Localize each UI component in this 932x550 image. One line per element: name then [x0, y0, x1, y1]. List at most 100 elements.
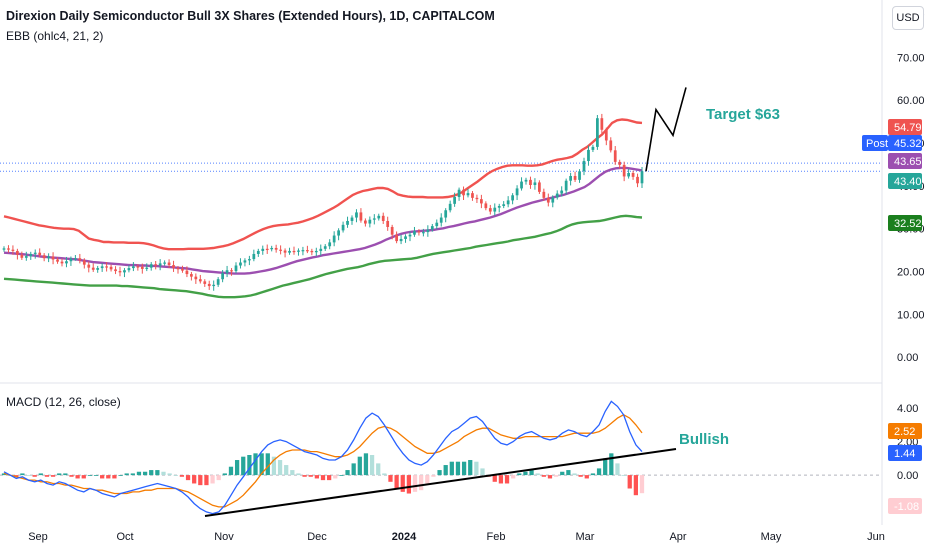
macd-lines — [3, 400, 643, 515]
candle-body — [301, 250, 305, 252]
macd-indicator-label[interactable]: MACD (12, 26, close) — [6, 395, 121, 409]
candle-body — [417, 231, 421, 233]
candle-body — [216, 279, 220, 285]
candle-body — [622, 164, 626, 177]
candle-body — [114, 269, 117, 272]
candle-body — [225, 270, 229, 274]
histogram-bar — [382, 473, 387, 476]
candle-body — [283, 250, 287, 253]
price-tick-label: 0.00 — [897, 352, 918, 364]
histogram-bar — [474, 461, 479, 476]
time-tick-label: 2024 — [392, 531, 417, 543]
candle-body — [74, 258, 77, 260]
histogram-bar — [50, 475, 56, 477]
candle-body — [636, 176, 639, 184]
candle-body — [24, 256, 28, 258]
histogram-bar — [210, 475, 215, 484]
candle-body — [243, 260, 247, 263]
candle-body — [524, 179, 528, 182]
candle-body — [279, 249, 282, 251]
histogram-bar — [327, 475, 332, 481]
candle-body — [515, 188, 519, 196]
macd-badge — [888, 498, 922, 514]
candle-body — [480, 199, 483, 204]
candle-body — [7, 248, 10, 250]
candle-body — [123, 270, 126, 273]
signal-line — [3, 414, 643, 508]
histogram-bar — [87, 475, 93, 476]
candle-body — [198, 279, 202, 282]
histogram-bar — [277, 460, 283, 476]
candle-body — [381, 215, 385, 221]
candle-body — [640, 171, 644, 184]
candle-body — [132, 266, 135, 269]
candle-body — [551, 197, 555, 203]
candle-body — [69, 258, 73, 262]
ebb-indicator-label[interactable]: EBB (ohlc4, 21, 2) — [6, 29, 104, 43]
histogram-bar — [572, 473, 577, 476]
candle-body — [511, 195, 514, 201]
histogram-bar — [511, 475, 516, 479]
histogram-bar — [369, 455, 375, 476]
candle-body — [149, 264, 153, 268]
candle-body — [555, 193, 559, 198]
price-candles — [2, 113, 644, 291]
histogram-bar — [253, 453, 258, 476]
candle-body — [350, 217, 354, 221]
histogram-bar — [241, 456, 246, 476]
candle-body — [413, 231, 416, 235]
histogram-bar — [284, 465, 289, 476]
time-axis[interactable]: Sep Oct Nov Dec 2024 Feb Mar Apr May Jun — [28, 531, 885, 543]
candle-body — [332, 235, 336, 243]
histogram-bar — [216, 475, 221, 481]
time-tick-label: Dec — [307, 531, 327, 543]
price-badges: 54.79 45.32 43.65 43.40 32.52 Post 2.52 1.44 -1.… — [862, 119, 922, 514]
candle-body — [274, 247, 278, 250]
histogram-bar — [480, 468, 485, 476]
candle-body — [631, 173, 635, 177]
currency-button[interactable]: USD — [892, 6, 924, 30]
candle-body — [194, 276, 198, 280]
candle-body — [346, 220, 349, 225]
candle-body — [288, 250, 291, 253]
candle-body — [190, 274, 193, 277]
candle-body — [203, 281, 207, 284]
candle-body — [261, 248, 265, 251]
histogram-bar — [345, 470, 350, 476]
histogram-bar — [455, 461, 461, 476]
histogram-bar — [75, 475, 80, 479]
histogram-bar — [112, 475, 117, 479]
histogram-bar — [167, 473, 172, 476]
bullish-annotation: Bullish — [679, 431, 729, 448]
histogram-bar — [609, 453, 614, 476]
price-tick-label: 10.00 — [897, 309, 925, 321]
candle-body — [359, 212, 363, 221]
bollinger-bands — [3, 118, 643, 299]
histogram-bar — [57, 473, 62, 476]
histogram-bar — [204, 475, 209, 486]
histogram-bar — [584, 475, 589, 479]
candle-body — [560, 190, 564, 194]
candle-body — [587, 149, 590, 162]
price-tick-label: 60.00 — [897, 95, 925, 107]
candle-body — [488, 208, 492, 212]
candle-body — [569, 176, 572, 181]
candle-body — [265, 248, 269, 251]
histogram-bar — [63, 473, 68, 476]
target-annotation: Target $63 — [706, 106, 780, 123]
histogram-bar — [412, 475, 418, 492]
time-tick-label: Oct — [116, 531, 133, 543]
candle-body — [127, 268, 131, 271]
candle-body — [136, 266, 140, 268]
candle-body — [221, 273, 224, 280]
candle-body — [453, 196, 456, 204]
histogram-bar — [32, 475, 37, 477]
macd-badge — [888, 445, 922, 461]
candle-body — [181, 268, 184, 271]
candle-body — [609, 140, 613, 151]
candle-body — [239, 262, 242, 266]
candle-body — [578, 171, 581, 180]
histogram-bar — [333, 475, 338, 479]
candle-body — [270, 247, 274, 250]
